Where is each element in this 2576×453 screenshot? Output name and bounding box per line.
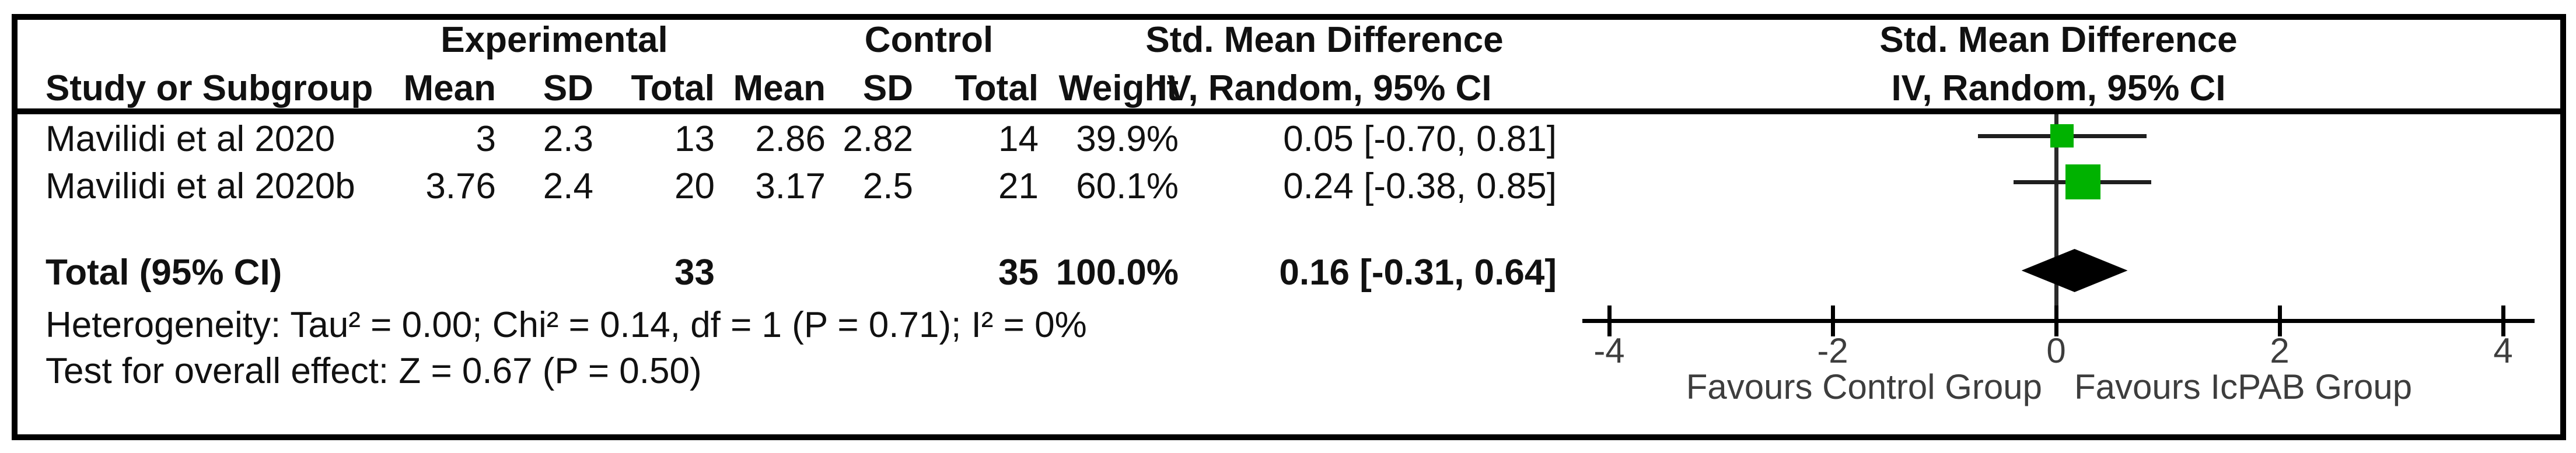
ci-value: 0.05 [-0.70, 0.81] [1283,119,1557,159]
total-row-label: Total (95% CI) [46,252,282,293]
weight-value: 39.9% [1076,119,1179,159]
x-axis-tick [2054,305,2058,336]
mean-ctl: 2.86 [755,119,826,159]
sd-ctl: 2.82 [843,119,913,159]
group-header-smd-plot: Std. Mean Difference [1879,20,2238,60]
x-axis-tick [1607,305,1612,336]
col-header-ci-text: IV, Random, 95% CI [1157,68,1492,108]
group-header-smd-text: Std. Mean Difference [1145,20,1504,60]
total-ctl: 21 [998,166,1039,206]
favours-left-label: Favours Control Group [1686,367,2042,406]
col-header-sd-ctl: SD [862,68,913,108]
col-header-total-ctl: Total [955,68,1039,108]
weight-square-marker [2065,164,2100,199]
col-header-mean-ctl: Mean [733,68,826,108]
mean-exp: 3 [476,119,496,159]
col-header-total-exp: Total [631,68,715,108]
col-header-weight: Weight [1058,68,1179,108]
x-axis-tick [2277,305,2282,336]
col-header-sd-exp: SD [543,68,593,108]
x-axis-tick [2501,305,2505,336]
weight-square-marker [2050,124,2074,148]
total-exp-sum: 33 [674,252,715,293]
total-weight: 100.0% [1055,252,1179,293]
ci-value: 0.24 [-0.38, 0.85] [1283,166,1557,206]
mean-ctl: 3.17 [755,166,826,206]
figure-border [12,14,2566,440]
group-header-experimental: Experimental [441,20,668,60]
col-header-ci-plot: IV, Random, 95% CI [1891,68,2226,108]
col-header-study: Study or Subgroup [46,68,373,108]
total-ci-value: 0.16 [-0.31, 0.64] [1279,252,1557,293]
group-header-control: Control [864,20,994,60]
header-separator-line [12,108,2566,114]
study-name: Mavilidi et al 2020b [46,166,355,206]
x-axis-line [1582,319,2535,323]
favours-right-label: Favours IcPAB Group [2074,367,2413,406]
col-header-mean-exp: Mean [403,68,496,108]
x-axis-tick-label: -4 [1593,331,1625,370]
heterogeneity-note: Heterogeneity: Tau² = 0.00; Chi² = 0.14,… [46,305,1087,345]
x-axis-tick-label: 2 [2270,331,2290,370]
x-axis-tick-label: 0 [2046,331,2066,370]
total-ctl-sum: 35 [998,252,1039,293]
sd-exp: 2.3 [543,119,593,159]
sd-exp: 2.4 [543,166,593,206]
overall-effect-note: Test for overall effect: Z = 0.67 (P = 0… [46,351,702,391]
weight-value: 60.1% [1076,166,1179,206]
zero-line [2054,114,2058,321]
x-axis-tick [1830,305,1835,336]
study-name: Mavilidi et al 2020 [46,119,335,159]
total-exp: 20 [674,166,715,206]
x-axis-tick-label: 4 [2493,331,2513,370]
x-axis-tick-label: -2 [1817,331,1848,370]
total-ctl: 14 [998,119,1039,159]
sd-ctl: 2.5 [862,166,913,206]
mean-exp: 3.76 [425,166,496,206]
total-exp: 13 [674,119,715,159]
